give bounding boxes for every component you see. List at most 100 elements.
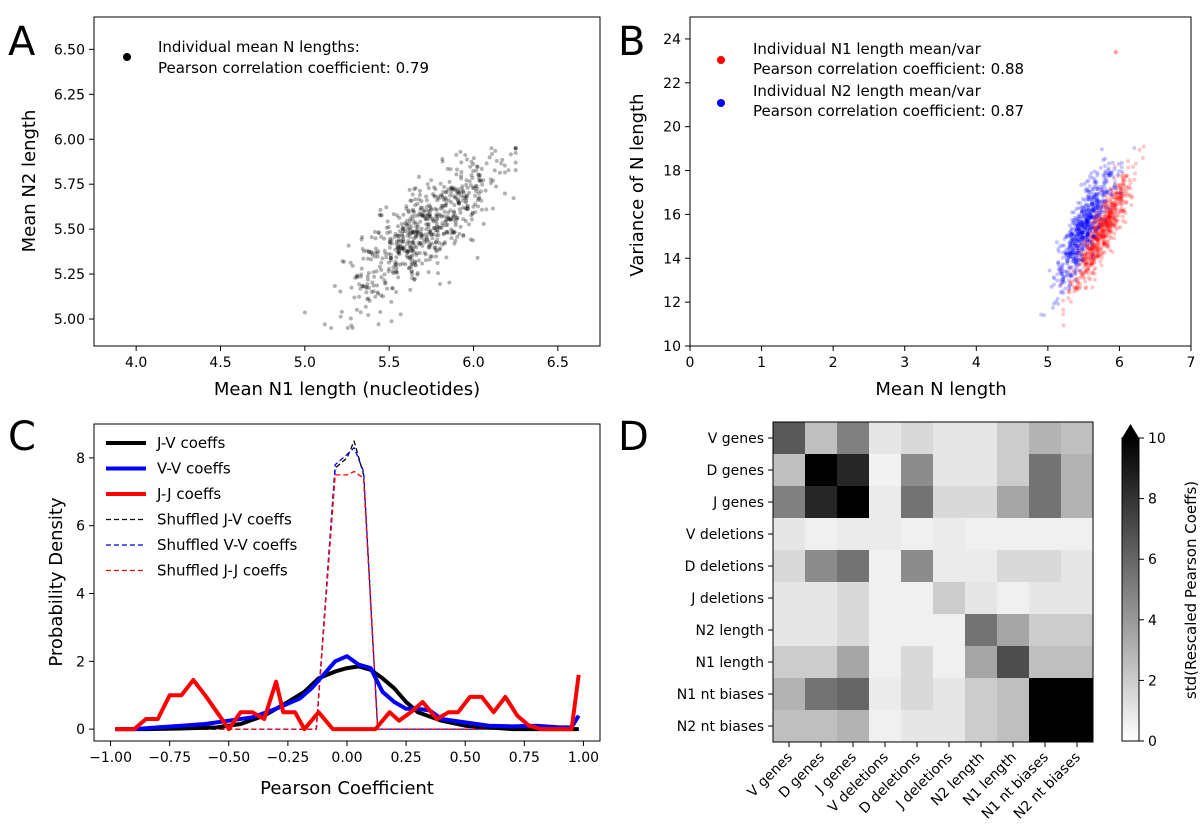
panel-a-point: [379, 267, 384, 272]
panel-d-colorbar-tick-label: 2: [1148, 673, 1157, 689]
panel-a-point: [413, 197, 418, 202]
heatmap-cell: [1029, 646, 1062, 679]
panel-b-point-n1: [1105, 222, 1110, 227]
panel-b-point-n2: [1086, 231, 1091, 236]
panel-a-point: [394, 255, 399, 260]
panel-b-point-n2: [1099, 208, 1104, 213]
panel-b-point-n2: [1075, 232, 1080, 237]
panel-b-point-n2: [1118, 190, 1123, 195]
panel-b-point-n1: [1111, 211, 1116, 216]
panel-b-point-n2: [1068, 234, 1073, 239]
panel-b-point-n2: [1067, 252, 1072, 257]
panel-a-point: [456, 200, 461, 205]
panel-b-point-n1: [1104, 244, 1109, 249]
panel-b-point-n1: [1119, 197, 1124, 202]
panel-b-point-n1: [1083, 253, 1088, 258]
panel-c-line-j-v-coeffs: [115, 664, 579, 732]
heatmap-cell: [901, 710, 934, 743]
panel-c-ytick-label: 4: [76, 587, 85, 603]
panel-a-point: [396, 251, 401, 256]
panel-a-point: [393, 231, 398, 236]
panel-b-point-n1: [1114, 221, 1119, 226]
panel-a-point: [396, 239, 401, 244]
panel-b-point-n2: [1086, 196, 1091, 201]
panel-b-point-n1: [1100, 221, 1105, 226]
panel-b-point-n1: [1110, 222, 1115, 227]
panel-b-point-n2: [1072, 247, 1077, 252]
panel-b-point-n1: [1086, 256, 1091, 261]
panel-b-point-n2: [1088, 213, 1093, 218]
panel-b-point-n2: [1090, 201, 1095, 206]
panel-b-point-n2: [1067, 265, 1072, 270]
panel-a-point: [459, 176, 464, 181]
panel-c-legend-label: Shuffled V-V coeffs: [157, 536, 297, 554]
panel-a-point: [414, 252, 419, 257]
panel-b-point-n1: [1121, 200, 1126, 205]
panel-a-point: [355, 273, 360, 278]
panel-b-point-n1: [1092, 277, 1097, 282]
panel-b-point-n2: [1071, 250, 1076, 255]
panel-a-point: [435, 214, 440, 219]
panel-b-point-n2: [1087, 227, 1092, 232]
panel-a-xtick-label: 4.5: [209, 355, 231, 371]
panel-b-point-n2: [1067, 230, 1072, 235]
panel-b-point-n2: [1049, 284, 1054, 289]
panel-b-point-n2: [1109, 192, 1114, 197]
panel-b-point-n2: [1057, 267, 1062, 272]
panel-b-point-n1: [1086, 250, 1091, 255]
panel-b-point-n1: [1118, 186, 1123, 191]
panel-b-point-n1: [1101, 234, 1106, 239]
panel-b-point-n2: [1069, 237, 1074, 242]
panel-b-point-n2: [1095, 226, 1100, 231]
panel-b-point-n2: [1071, 233, 1076, 238]
heatmap-cell: [1029, 710, 1062, 743]
panel-b-point-n2: [1087, 195, 1092, 200]
panel-b-point-n2: [1074, 260, 1079, 265]
panel-b-point-n1: [1124, 173, 1129, 178]
panel-b-point-n2: [1067, 250, 1072, 255]
panel-b-point-n1: [1101, 202, 1106, 207]
panel-b-point-n2: [1088, 215, 1093, 220]
panel-b-point-n1: [1060, 298, 1065, 303]
heatmap-cell: [837, 678, 870, 711]
panel-b-point-n2: [1068, 242, 1073, 247]
panel-b-point-n1: [1086, 268, 1091, 273]
panel-b-point-n2: [1074, 216, 1079, 221]
panel-a-point: [410, 248, 415, 253]
panel-b-point-n2: [1079, 182, 1084, 187]
panel-b-point-n2: [1075, 258, 1080, 263]
heatmap-cell: [997, 486, 1030, 519]
panel-b-point-n1: [1102, 218, 1107, 223]
panel-a-point: [417, 188, 422, 193]
panel-a-point: [419, 226, 424, 231]
panel-a-point: [425, 208, 430, 213]
panel-a-point: [361, 256, 366, 261]
panel-b-point-n1: [1108, 224, 1113, 229]
panel-a-point: [448, 190, 453, 195]
panel-b-point-n1: [1125, 186, 1130, 191]
panel-b-point-n2: [1072, 244, 1077, 249]
panel-a-point: [420, 243, 425, 248]
panel-a-point: [513, 168, 518, 173]
panel-b-point-n1: [1078, 249, 1083, 254]
panel-b-point-n2: [1099, 205, 1104, 210]
panel-b-point-n2: [1094, 208, 1099, 213]
panel-b-point-n1: [1119, 190, 1124, 195]
panel-b-point-n1: [1090, 235, 1095, 240]
panel-b-point-n1: [1085, 263, 1090, 268]
panel-a-point: [429, 241, 434, 246]
panel-b-point-n2: [1089, 216, 1094, 221]
panel-b-point-n1: [1120, 171, 1125, 176]
panel-a-point: [412, 250, 417, 255]
panel-b-point-n1: [1105, 199, 1110, 204]
panel-b-point-n2: [1060, 269, 1065, 274]
panel-a-point: [381, 294, 386, 299]
panel-b-point-n2: [1080, 214, 1085, 219]
panel-b-point-n1: [1115, 184, 1120, 189]
panel-a-point: [458, 224, 463, 229]
heatmap-cell: [965, 614, 998, 647]
panel-b-point-n1: [1127, 184, 1132, 189]
panel-a-point: [476, 173, 481, 178]
panel-b-point-n2: [1099, 187, 1104, 192]
panel-b-point-n2: [1071, 258, 1076, 263]
